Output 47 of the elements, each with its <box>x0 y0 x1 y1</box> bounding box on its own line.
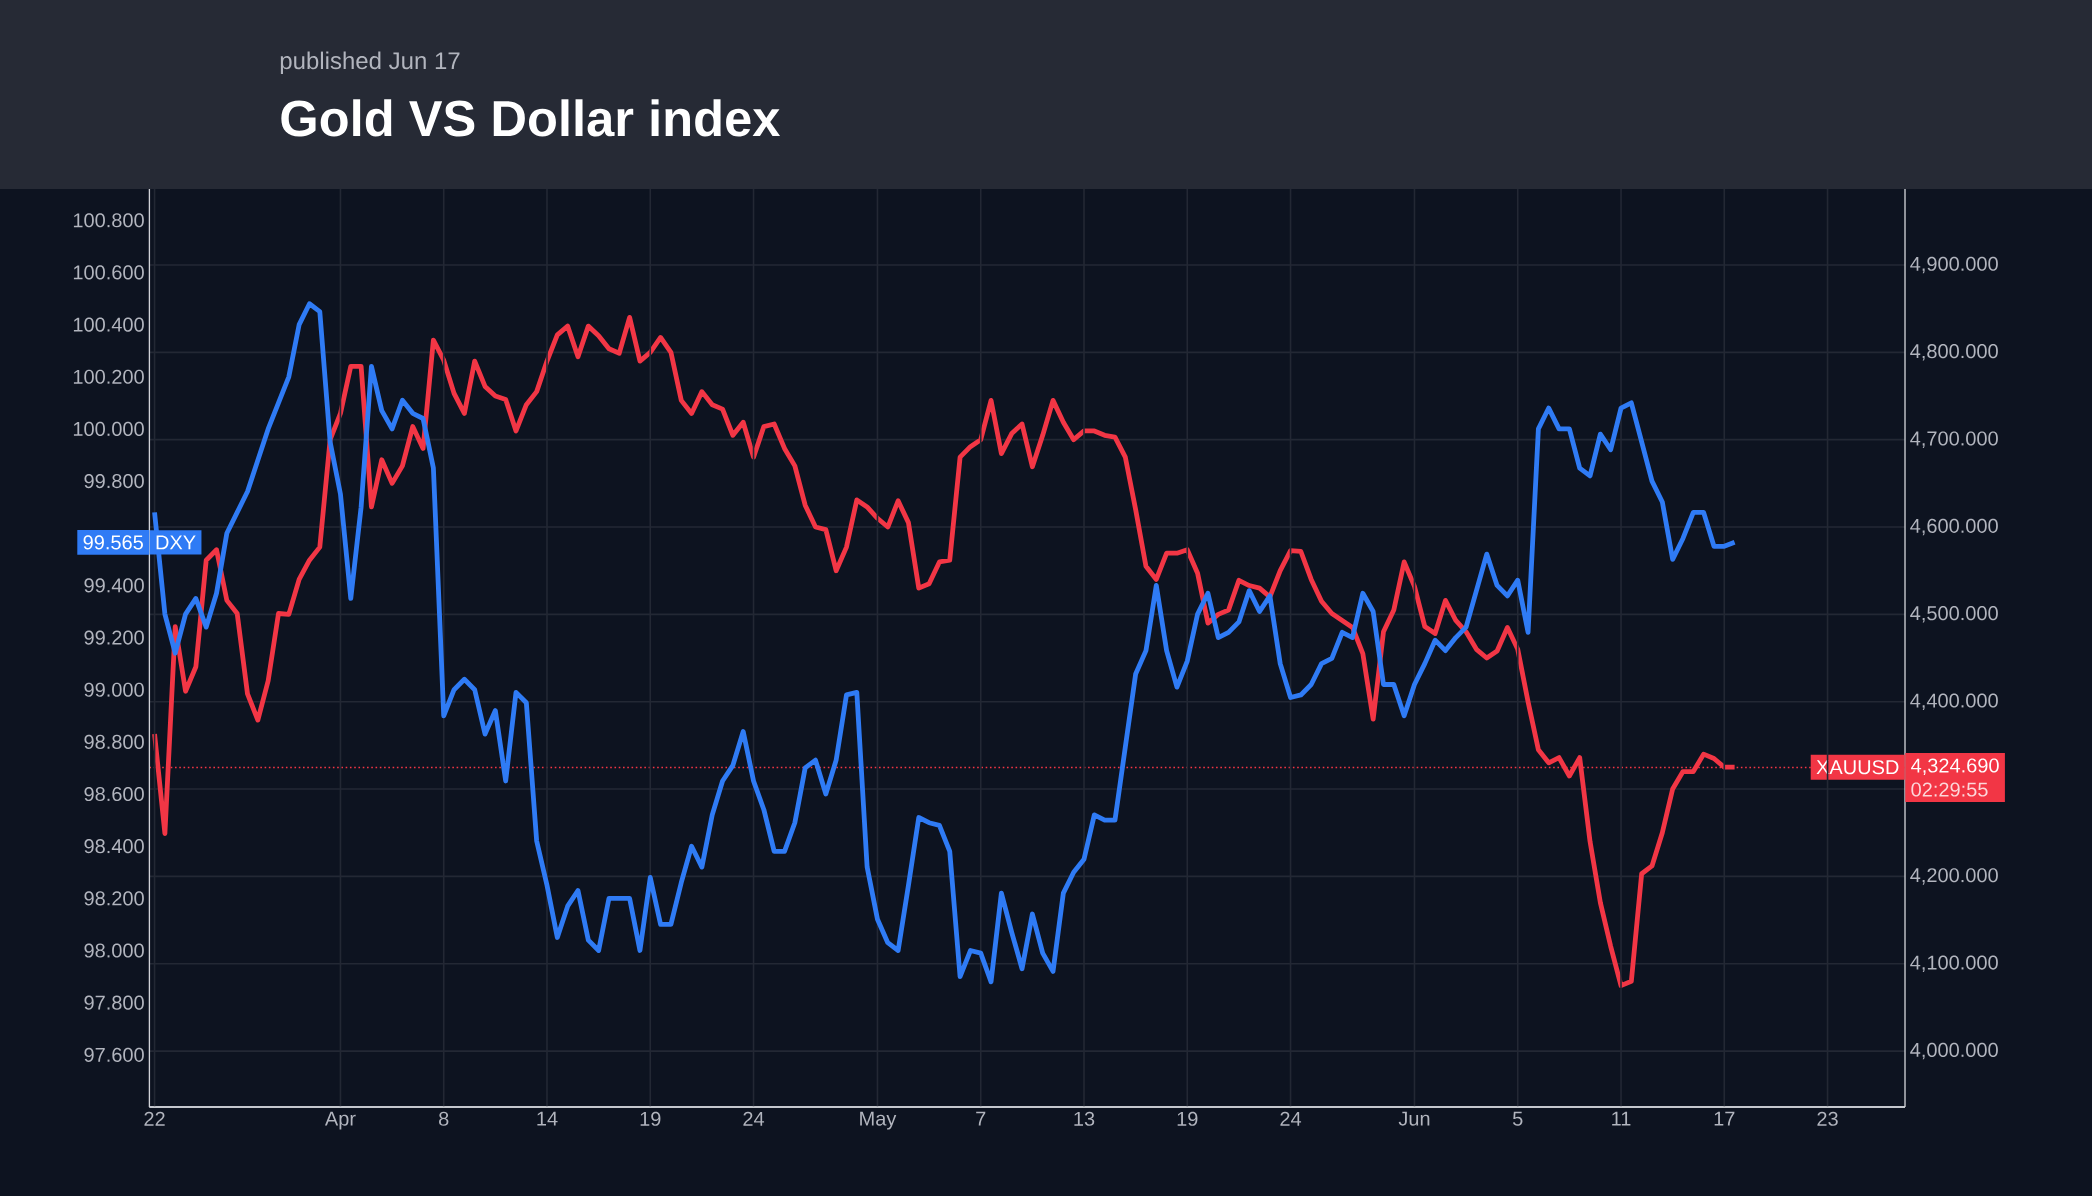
y-tick-label: 100.400 <box>73 317 144 332</box>
y-tick-label: 98.000 <box>84 943 144 958</box>
y-tick-label: 98.400 <box>84 839 144 854</box>
y-tick-label: 98.600 <box>84 786 144 802</box>
y2-tick-label: 4,500.000 <box>1910 606 1998 623</box>
x-tick-label: 5 <box>1512 1111 1523 1126</box>
x-tick-label: 19 <box>640 1111 661 1126</box>
y-tick-label: 100.600 <box>73 265 144 280</box>
y2-tick-label: 4,800.000 <box>1910 344 1998 361</box>
y2-tick-label: 4,000.000 <box>1910 1042 1998 1060</box>
y2-tick-label: 4,600.000 <box>1910 518 1998 536</box>
y-tick-label: 100.200 <box>73 369 144 384</box>
chart-subtitle: published Jun 17 <box>280 51 460 74</box>
y2-tick-label: 4,200.000 <box>1910 868 1998 885</box>
x-tick-label: 7 <box>976 1111 986 1126</box>
y2-tick-label: 4,100.000 <box>1910 955 1998 973</box>
legend-label: DXY <box>156 535 196 550</box>
x-tick-label: 11 <box>1612 1111 1631 1126</box>
y-tick-label: 100.800 <box>73 213 144 228</box>
x-tick-label: 17 <box>1714 1111 1735 1126</box>
x-tick-label: 24 <box>743 1111 765 1126</box>
x-tick-label: 14 <box>537 1111 558 1126</box>
y-tick-label: 99.400 <box>84 578 144 593</box>
ref-line-label: 4,324.690 <box>1911 758 1999 775</box>
y-tick-label: 99.000 <box>84 682 144 697</box>
x-tick-label: May <box>860 1111 897 1130</box>
x-tick-label: Jun <box>1398 1111 1430 1126</box>
text: 99.565 <box>83 535 143 550</box>
x-tick-label: Apr <box>324 1111 356 1130</box>
y-tick-label: 99.200 <box>84 630 144 645</box>
y-tick-label: 97.600 <box>84 1047 144 1062</box>
text: 02:29:55 <box>1911 782 1988 797</box>
chart-title: Gold VS Dollar index <box>281 99 781 137</box>
y-tick-label: 97.800 <box>84 995 144 1010</box>
y2-tick-label: 4,900.000 <box>1910 256 1998 274</box>
y-tick-label: 98.200 <box>84 891 144 906</box>
y-tick-label: 98.800 <box>84 734 144 749</box>
x-tick-label: 22 <box>144 1111 165 1126</box>
x-tick-label: 24 <box>1280 1111 1302 1126</box>
y2-tick-label: 4,700.000 <box>1910 431 1998 448</box>
y-tick-label: 100.000 <box>73 421 144 436</box>
x-tick-label: 23 <box>1817 1111 1838 1126</box>
y2-tick-label: 4,400.000 <box>1910 693 1998 710</box>
x-tick-label: 8 <box>439 1111 449 1126</box>
x-tick-label: 13 <box>1074 1111 1095 1126</box>
y-tick-label: 99.800 <box>84 474 144 489</box>
x-tick-label: 19 <box>1177 1111 1198 1126</box>
